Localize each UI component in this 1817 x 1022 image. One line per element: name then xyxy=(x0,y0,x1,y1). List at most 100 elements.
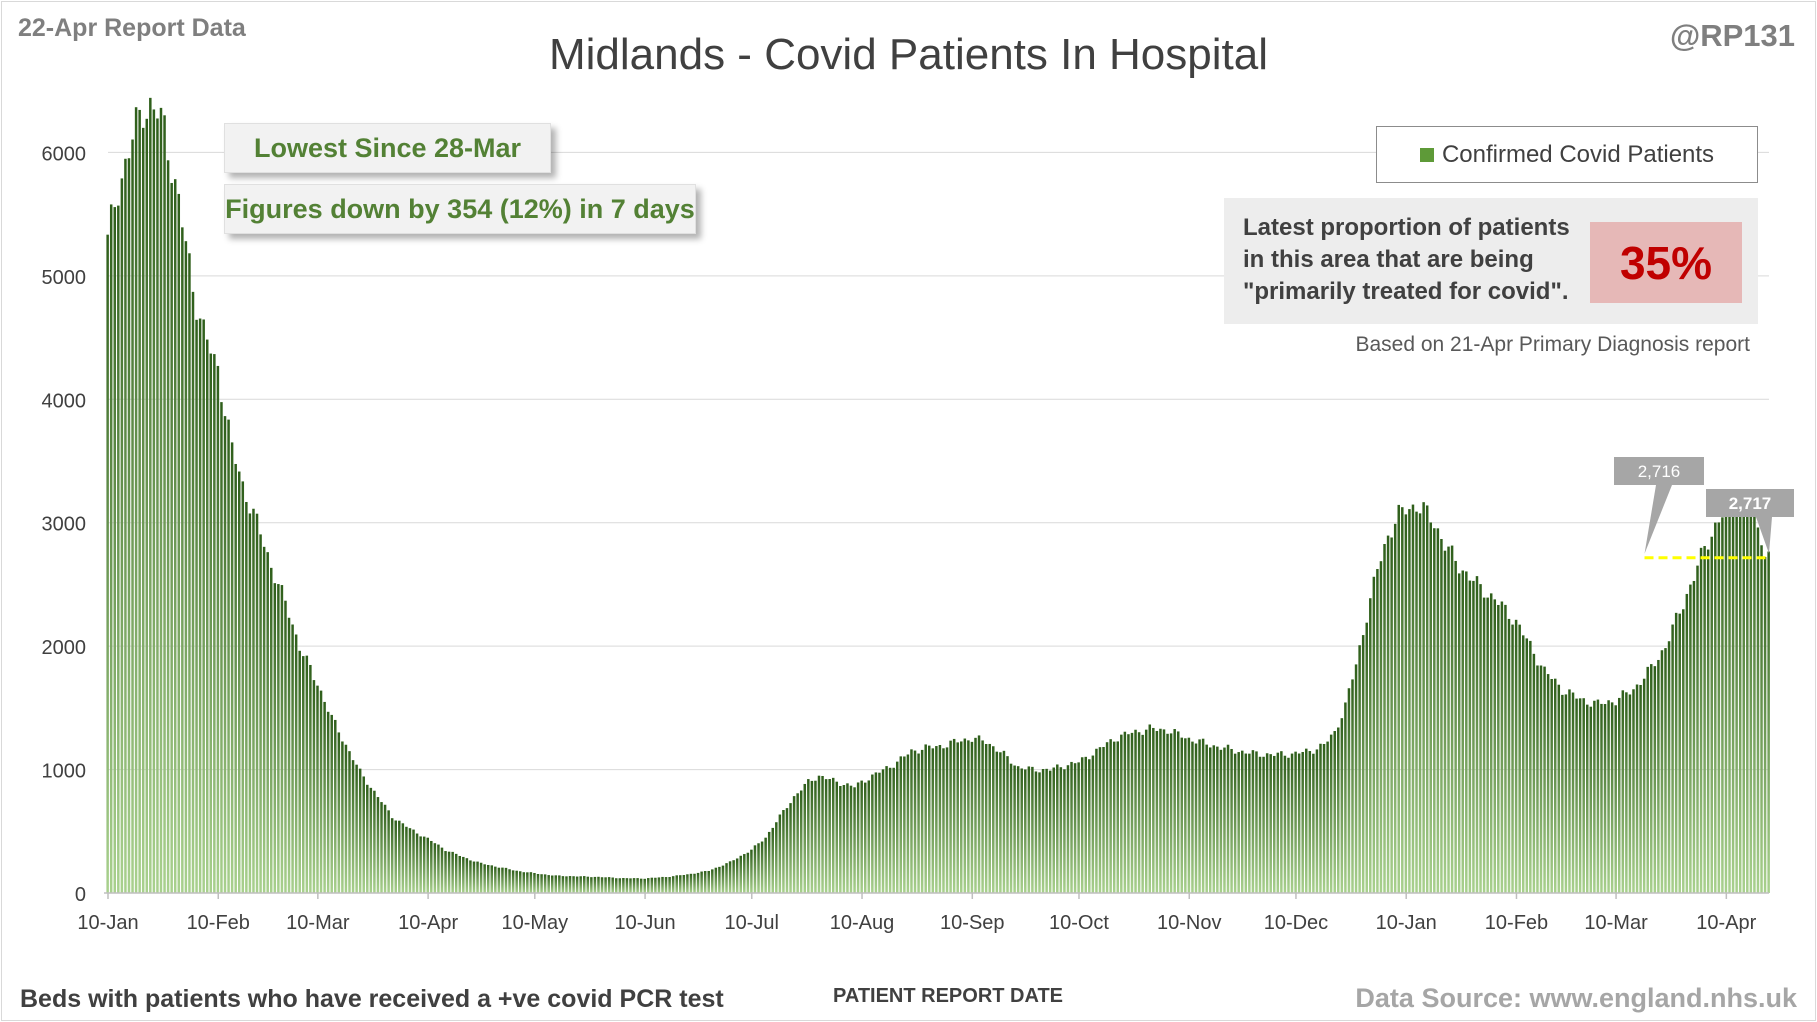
bar xyxy=(618,878,622,893)
bar xyxy=(1589,706,1593,893)
bar xyxy=(970,741,974,893)
bar xyxy=(316,685,319,893)
bar xyxy=(419,836,422,893)
bar xyxy=(1717,522,1721,893)
bar xyxy=(1678,613,1681,893)
bar xyxy=(636,878,639,893)
bar xyxy=(277,584,280,893)
bar xyxy=(760,841,764,893)
bar xyxy=(1379,561,1383,893)
bar xyxy=(1248,753,1251,893)
bar xyxy=(1635,684,1639,893)
bar xyxy=(220,402,223,893)
weekly-change-callout: Figures down by 354 (12%) in 7 days xyxy=(224,184,696,234)
bar xyxy=(775,822,778,893)
bar xyxy=(853,787,856,893)
x-axis-title: PATIENT REPORT DATE xyxy=(833,985,1063,1007)
bar xyxy=(1518,624,1521,893)
bar xyxy=(1358,645,1361,893)
bar xyxy=(728,861,732,893)
bar xyxy=(572,876,575,893)
bar xyxy=(1024,769,1027,893)
bar xyxy=(401,823,405,893)
bar xyxy=(782,810,785,893)
bar xyxy=(1308,751,1312,893)
bar xyxy=(664,877,668,893)
bar xyxy=(1080,757,1084,893)
bar xyxy=(1344,702,1347,893)
bar xyxy=(1098,747,1102,893)
bar xyxy=(1326,741,1329,893)
bar xyxy=(309,664,312,893)
bar xyxy=(1361,635,1365,893)
bar xyxy=(358,768,362,893)
bar xyxy=(273,583,277,893)
bar xyxy=(1223,747,1226,893)
bar xyxy=(1038,772,1041,893)
bar xyxy=(1045,768,1048,893)
bar xyxy=(120,178,124,893)
bar xyxy=(1219,749,1223,893)
bar xyxy=(422,836,426,893)
bar xyxy=(1472,580,1475,893)
bar xyxy=(575,876,579,893)
bar xyxy=(1447,546,1450,893)
bar xyxy=(657,877,661,893)
bar xyxy=(1468,580,1472,893)
bar xyxy=(778,814,782,893)
bar xyxy=(1255,751,1258,893)
bar xyxy=(1265,753,1269,893)
bar xyxy=(1735,508,1738,893)
bar xyxy=(881,769,885,893)
bar xyxy=(170,182,173,894)
bar xyxy=(1571,692,1575,893)
bar xyxy=(1127,734,1130,893)
bar xyxy=(849,785,853,893)
bar xyxy=(1714,522,1717,893)
bar xyxy=(1568,689,1571,893)
bar xyxy=(177,193,181,894)
bar xyxy=(287,617,291,893)
bar xyxy=(302,656,305,893)
bar xyxy=(899,756,903,893)
y-tick-label: 5000 xyxy=(42,267,87,289)
bar xyxy=(166,160,170,894)
bar xyxy=(330,714,333,893)
bar xyxy=(1141,734,1144,893)
bar xyxy=(323,701,326,893)
bar xyxy=(390,818,394,893)
annotation-label: 2,717 xyxy=(1729,494,1772,513)
bar xyxy=(1433,528,1436,893)
x-tick-label: 10-Feb xyxy=(187,912,250,934)
bar xyxy=(1369,598,1372,893)
bar xyxy=(654,877,657,893)
bar xyxy=(1230,748,1233,893)
legend: Confirmed Covid Patients xyxy=(1376,126,1758,183)
bar xyxy=(839,786,842,893)
bar xyxy=(1130,732,1134,893)
bar xyxy=(1699,547,1703,893)
bars xyxy=(106,97,1770,894)
bar xyxy=(1095,748,1098,893)
bar xyxy=(1689,584,1692,893)
bar xyxy=(1642,678,1646,893)
bar xyxy=(1241,750,1244,893)
bar xyxy=(355,764,358,893)
bar xyxy=(476,861,479,893)
bar xyxy=(447,851,451,893)
x-tick-label: 10-Dec xyxy=(1264,912,1328,934)
bar xyxy=(369,787,373,893)
bar xyxy=(341,741,344,893)
bar xyxy=(522,872,526,893)
bar xyxy=(1088,759,1091,893)
bar xyxy=(920,749,924,893)
bar xyxy=(604,877,607,893)
y-tick-label: 1000 xyxy=(42,761,87,783)
bar xyxy=(1002,750,1006,893)
bar xyxy=(1180,737,1184,893)
bar xyxy=(1685,593,1689,893)
bar xyxy=(518,871,522,893)
bar xyxy=(803,783,807,893)
bar xyxy=(924,744,927,893)
bar xyxy=(689,873,693,893)
